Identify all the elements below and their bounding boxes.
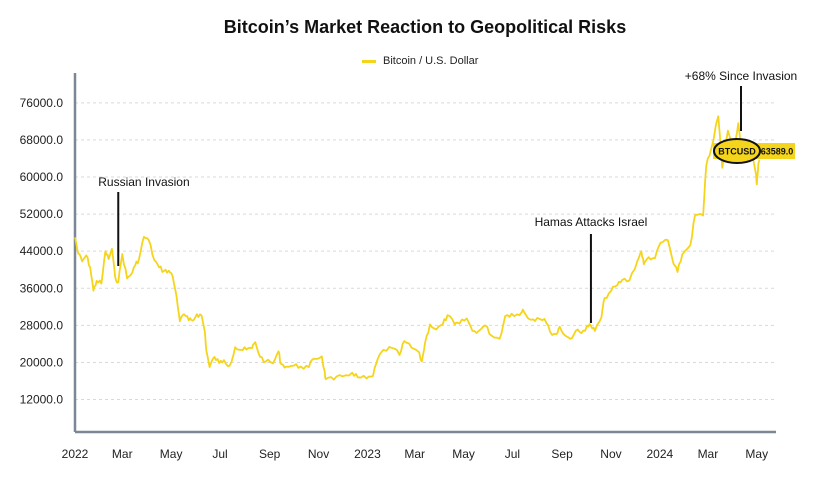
x-tick-label: 2022 bbox=[62, 447, 89, 461]
series-line-bitcoin bbox=[74, 115, 761, 381]
x-tick-label: 2023 bbox=[354, 447, 381, 461]
y-tick-label: 60000.0 bbox=[20, 170, 64, 184]
y-tick-label: 44000.0 bbox=[20, 244, 64, 258]
x-tick-label: Sep bbox=[551, 447, 573, 461]
annotation-label-russian-invasion: Russian Invasion bbox=[98, 175, 189, 189]
legend-label: Bitcoin / U.S. Dollar bbox=[383, 55, 479, 67]
x-tick-label: May bbox=[160, 447, 183, 461]
x-tick-label: Mar bbox=[404, 447, 425, 461]
x-tick-label: Jul bbox=[505, 447, 520, 461]
last-value-label: 63589.0 bbox=[761, 147, 794, 157]
y-tick-label: 28000.0 bbox=[20, 318, 64, 332]
x-tick-label: 2024 bbox=[646, 447, 673, 461]
chart-legend[interactable]: Bitcoin / U.S. Dollar bbox=[362, 53, 478, 69]
x-tick-label: May bbox=[452, 447, 475, 461]
annotation-label-hamas-attack: Hamas Attacks Israel bbox=[535, 215, 648, 229]
x-tick-label: Mar bbox=[698, 447, 719, 461]
y-tick-label: 52000.0 bbox=[20, 207, 64, 221]
x-tick-label: Nov bbox=[600, 447, 621, 461]
tick-labels: 12000.0 20000.0 28000.0 36000.0 44000.0 52000… bbox=[20, 96, 768, 461]
y-tick-label: 12000.0 bbox=[20, 393, 64, 407]
series-lines bbox=[74, 115, 761, 381]
x-tick-label: Jul bbox=[212, 447, 227, 461]
grid-lines bbox=[75, 102, 776, 401]
annotation-label-since-invasion: +68% Since Invasion bbox=[685, 69, 797, 83]
chart-title: Bitcoin’s Market Reaction to Geopolitica… bbox=[223, 17, 627, 37]
y-tick-label: 68000.0 bbox=[20, 133, 64, 147]
y-tick-label: 20000.0 bbox=[20, 355, 64, 369]
x-tick-label: Mar bbox=[112, 447, 133, 461]
axes bbox=[73, 73, 776, 434]
ticker-label: BTCUSD bbox=[718, 147, 756, 157]
y-tick-label: 76000.0 bbox=[20, 96, 64, 110]
annotations: Russian Invasion Hamas Attacks Israel +68%… bbox=[98, 69, 797, 323]
legend-swatch bbox=[362, 59, 376, 63]
x-tick-label: Nov bbox=[308, 447, 329, 461]
x-tick-label: May bbox=[745, 447, 768, 461]
ticker-ellipse bbox=[713, 138, 761, 164]
y-tick-label: 36000.0 bbox=[20, 281, 64, 295]
x-tick-label: Sep bbox=[259, 447, 281, 461]
